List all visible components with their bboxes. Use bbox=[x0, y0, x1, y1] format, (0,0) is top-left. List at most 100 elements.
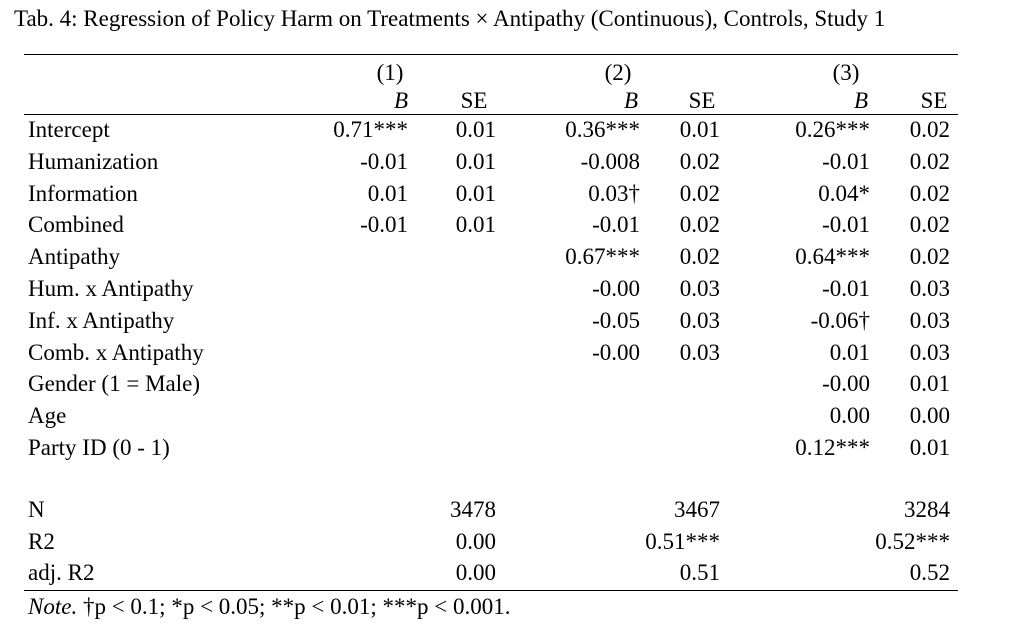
stat-label: R2 bbox=[28, 528, 55, 554]
model-1-se: 0.01 bbox=[455, 212, 496, 238]
model-3-coef: 0.01 bbox=[829, 339, 870, 365]
table-row: Combined -0.01 0.01 -0.01 0.02 -0.01 0.02 bbox=[24, 209, 958, 241]
model-2-coef: -0.00 bbox=[592, 276, 640, 301]
model-2-coef: -0.00 bbox=[592, 339, 640, 365]
model-3-coef: -0.00 bbox=[822, 371, 870, 397]
model-2-stat: 3467 bbox=[674, 496, 720, 522]
model-1-stat: 3478 bbox=[450, 496, 496, 522]
model-1-stat: 0.00 bbox=[455, 528, 496, 554]
model-2-se: 0.03 bbox=[679, 276, 720, 301]
row-label: Comb. x Antipathy bbox=[28, 339, 204, 365]
model-3-stat: 3284 bbox=[904, 496, 950, 522]
model-2-stat: 0.51*** bbox=[645, 528, 720, 554]
model-3-stat: 0.52*** bbox=[875, 528, 950, 554]
table-row: Age 0.00 0.00 bbox=[24, 400, 958, 432]
model-3-se: 0.02 bbox=[909, 117, 950, 142]
table-row: Intercept 0.71*** 0.01 0.36*** 0.01 0.26*** 0.… bbox=[24, 114, 958, 146]
model-2-stat: 0.51 bbox=[679, 560, 720, 586]
row-label: Antipathy bbox=[28, 244, 120, 270]
table-row: Humanization -0.01 0.01 -0.008 0.02 -0.01 0.02 bbox=[24, 146, 958, 178]
stat-label: N bbox=[28, 496, 45, 522]
stat-row: adj. R2 0.00 0.51 0.52 bbox=[24, 557, 958, 589]
stat-label: adj. R2 bbox=[28, 560, 95, 586]
model-1-se: 0.01 bbox=[455, 117, 496, 142]
model-1-se: 0.01 bbox=[455, 148, 496, 174]
model-3-coef: -0.06† bbox=[810, 307, 870, 333]
model-2-coef: 0.67*** bbox=[565, 244, 640, 270]
model-2-se: 0.03 bbox=[679, 339, 720, 365]
model-3-header: (3) bbox=[832, 60, 860, 85]
model-1-se: 0.01 bbox=[455, 180, 496, 206]
model-3-b-header: B bbox=[853, 88, 868, 113]
row-label: Inf. x Antipathy bbox=[28, 307, 175, 333]
model-2-se-header: SE bbox=[688, 88, 716, 113]
model-1-coef: 0.01 bbox=[367, 180, 408, 206]
model-3-se: 0.02 bbox=[909, 180, 950, 206]
table-note: Note. †p < 0.1; *p < 0.05; **p < 0.01; *… bbox=[28, 592, 511, 622]
table-row: Hum. x Antipathy -0.00 0.03 -0.01 0.03 bbox=[24, 273, 958, 305]
note-lead: Note. bbox=[28, 594, 78, 619]
table-row: Comb. x Antipathy -0.00 0.03 0.01 0.03 bbox=[24, 337, 958, 369]
model-2-se: 0.02 bbox=[679, 244, 720, 270]
model-3-coef: 0.04* bbox=[818, 180, 870, 206]
model-2-coef: -0.008 bbox=[580, 148, 640, 174]
table-row: Inf. x Antipathy -0.05 0.03 -0.06† 0.03 bbox=[24, 305, 958, 337]
model-2-coef: 0.36*** bbox=[565, 117, 640, 142]
model-1-b-header: B bbox=[393, 88, 408, 113]
regression-table: (1) (2) (3) B SE B SE B SE bbox=[24, 54, 958, 113]
row-label: Party ID (0 - 1) bbox=[28, 435, 170, 460]
bottom-rule bbox=[24, 590, 958, 591]
model-3-coef: 0.00 bbox=[829, 403, 870, 429]
model-3-coef: -0.01 bbox=[822, 276, 870, 301]
model-3-stat: 0.52 bbox=[909, 560, 950, 586]
model-3-coef: -0.01 bbox=[822, 148, 870, 174]
table-title: Tab. 4: Regression of Policy Harm on Tre… bbox=[14, 6, 886, 31]
row-label: Gender (1 = Male) bbox=[28, 371, 200, 397]
model-3-coef: 0.12*** bbox=[795, 435, 870, 460]
model-3-se: 0.01 bbox=[909, 435, 950, 460]
model-3-se: 0.03 bbox=[909, 276, 950, 301]
stat-row: N 3478 3467 3284 bbox=[24, 494, 958, 526]
model-2-coef: 0.03† bbox=[588, 180, 640, 206]
model-1-header: (1) bbox=[376, 60, 404, 85]
model-3-coef: 0.26*** bbox=[795, 117, 870, 142]
row-label: Age bbox=[28, 403, 67, 429]
model-1-se-header: SE bbox=[460, 88, 488, 113]
table-row: Antipathy 0.67*** 0.02 0.64*** 0.02 bbox=[24, 241, 958, 273]
header-rule bbox=[24, 114, 958, 115]
model-1-stat: 0.00 bbox=[455, 560, 496, 586]
model-3-se: 0.02 bbox=[909, 212, 950, 238]
model-2-se: 0.02 bbox=[679, 148, 720, 174]
model-2-se: 0.01 bbox=[679, 117, 720, 142]
model-3-se: 0.01 bbox=[909, 371, 950, 397]
row-label: Intercept bbox=[28, 117, 110, 142]
coef-header-row: B SE B SE B SE bbox=[24, 85, 958, 117]
stat-row: R2 0.00 0.51*** 0.52*** bbox=[24, 526, 958, 558]
model-1-coef: 0.71*** bbox=[333, 117, 408, 142]
row-label: Information bbox=[28, 180, 138, 206]
model-3-se: 0.02 bbox=[909, 148, 950, 174]
table-row: Party ID (0 - 1) 0.12*** 0.01 bbox=[24, 432, 958, 464]
model-2-b-header: B bbox=[623, 88, 638, 113]
model-2-coef: -0.01 bbox=[592, 212, 640, 238]
model-3-se-header: SE bbox=[920, 88, 948, 113]
model-3-coef: -0.01 bbox=[822, 212, 870, 238]
model-1-coef: -0.01 bbox=[360, 148, 408, 174]
model-3-se: 0.03 bbox=[909, 307, 950, 333]
note-text: †p < 0.1; *p < 0.05; **p < 0.01; ***p < … bbox=[82, 594, 511, 619]
model-3-se: 0.03 bbox=[909, 339, 950, 365]
model-2-se: 0.03 bbox=[679, 307, 720, 333]
model-1-coef: -0.01 bbox=[360, 212, 408, 238]
row-label: Combined bbox=[28, 212, 124, 238]
model-2-se: 0.02 bbox=[679, 180, 720, 206]
table-row: Information 0.01 0.01 0.03† 0.02 0.04* 0.02 bbox=[24, 178, 958, 210]
row-label: Hum. x Antipathy bbox=[28, 276, 194, 301]
table-row: Gender (1 = Male) -0.00 0.01 bbox=[24, 368, 958, 400]
model-3-se: 0.02 bbox=[909, 244, 950, 270]
model-2-header: (2) bbox=[604, 60, 632, 85]
model-2-se: 0.02 bbox=[679, 212, 720, 238]
model-3-se: 0.00 bbox=[909, 403, 950, 429]
row-label: Humanization bbox=[28, 148, 159, 174]
model-3-coef: 0.64*** bbox=[795, 244, 870, 270]
model-2-coef: -0.05 bbox=[592, 307, 640, 333]
